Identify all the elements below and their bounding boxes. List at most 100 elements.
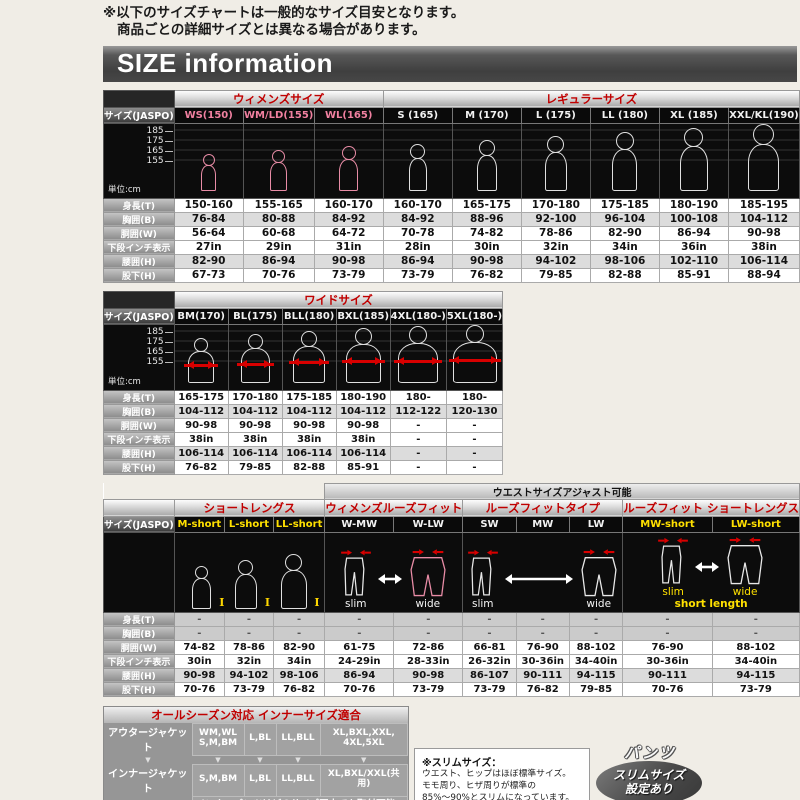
table-cell: - — [393, 611, 464, 627]
group-header: ウィメンズルーズフィット — [324, 498, 464, 517]
column-header: XL (185) — [658, 106, 729, 124]
table-cell: 70-76 — [173, 681, 225, 697]
table-cell: 165-175 — [173, 389, 229, 405]
table-cell: 84-92 — [313, 211, 384, 227]
row-label: インナージャケット — [108, 769, 188, 796]
table-cell: 104-112 — [727, 211, 800, 227]
figure-cell: slim wide — [324, 531, 464, 613]
table-cell: 74-82 — [451, 225, 522, 241]
figure-cell — [382, 122, 453, 199]
figure-cell — [658, 122, 729, 199]
table-cell: 30in — [173, 653, 225, 669]
table-cell: 67-73 — [173, 267, 244, 283]
table-cell: - — [515, 625, 570, 641]
figure-head — [238, 559, 254, 575]
pants-icon — [581, 548, 617, 596]
figure-body — [289, 345, 330, 383]
arrow-row: ▼ ▼ ▼ ▼ ▼ — [104, 755, 408, 764]
figure-head — [301, 330, 318, 347]
table-cell: 185-195 — [727, 197, 800, 213]
figure-body — [408, 157, 427, 191]
wide-figure-icon — [448, 325, 502, 383]
table-cell: 90-98 — [727, 225, 800, 241]
size-table-womens-regular: ウィメンズサイズ レギュラーサイズ サイズ(JASPO) WS(150) WM/LD(… — [103, 89, 800, 283]
table-cell: 98-106 — [589, 253, 660, 269]
table-cell: - — [223, 625, 274, 641]
badge-pants-label: パンツ — [624, 743, 676, 762]
womens-figure-icon — [196, 153, 221, 191]
inseam-mark-icon: I — [264, 595, 270, 609]
table-cell: 38in — [173, 431, 229, 447]
table-cell: 32in — [520, 239, 591, 255]
chest-width-arrow-icon — [236, 359, 274, 368]
table-cell: 72-86 — [393, 639, 464, 655]
table-cell: 102-110 — [658, 253, 729, 269]
table-cell: 106-114 — [727, 253, 800, 269]
badge-line-1: スリムサイズ — [613, 767, 685, 782]
pants-icon — [467, 549, 498, 596]
corner-label: サイズ(JASPO) — [103, 307, 175, 325]
corner-figure-cell — [103, 531, 175, 613]
figure-head — [478, 139, 495, 156]
scale-tick-label: 155 — [104, 156, 173, 166]
table-cell: 30-36in — [515, 653, 570, 669]
table-row: 胸囲(B) ---------- — [103, 625, 800, 641]
chest-width-arrow-icon — [184, 361, 219, 370]
figure-cell: slim wide — [462, 531, 624, 613]
table-row: 身長(T) 165-175 170-180 175-185 180-190 180- 18… — [103, 389, 504, 405]
group-header: ウィメンズサイズ — [173, 89, 384, 108]
table-row: 腰囲(H) 106-114 106-114 106-114 106-114- - — [103, 445, 504, 461]
table-row: 下段インチ表示 27in 29in 31in 28in 30in 32in 34in 36in… — [103, 239, 800, 255]
pants-icon — [727, 536, 763, 584]
table-cell: 76-82 — [272, 681, 326, 697]
table-cell: 175-185 — [589, 197, 660, 213]
table-cell: 64-72 — [313, 225, 384, 241]
scale-tick-label: 185 — [104, 327, 173, 337]
down-arrow-icon: ▼ — [145, 755, 151, 764]
figure-cell: slim wide short length — [622, 531, 800, 613]
group-header: ショートレングス — [173, 498, 326, 517]
column-header: BLL(180) — [281, 307, 337, 325]
column-header: BM(170) — [173, 307, 229, 325]
pants-icon — [658, 537, 688, 584]
table-cell: 73-79 — [223, 681, 274, 697]
table-cell: 34-40in — [568, 653, 624, 669]
corner-label: サイズ(JASPO) — [103, 106, 175, 124]
table-row: 胴囲(W) 90-98 90-98 90-98 90-98- - — [103, 417, 504, 433]
figure-head — [285, 553, 302, 571]
table-row: パンツ インナーパンツはどのサイズ同士でも取付可能 ※オールシーズン対応インナー… — [104, 795, 408, 800]
scale-tick-label: 155 — [104, 357, 173, 367]
table-cell: 90-98 — [451, 253, 522, 269]
wide-label: wide — [415, 597, 441, 610]
table-cell: 90-98 — [313, 253, 384, 269]
table-cell: 155-165 — [242, 197, 315, 213]
table-cell: 94-102 — [520, 253, 591, 269]
figure-body — [201, 164, 217, 191]
table-cell: 90-98 — [281, 417, 337, 433]
row-label: 身長(T) — [103, 197, 175, 213]
table-row: 身長(T) ---------- — [103, 611, 800, 627]
figure-body — [280, 569, 307, 609]
inseam-mark-icon: I — [219, 595, 225, 609]
slim-size-badge: パンツ スリムサイズ 設定あり — [596, 742, 704, 800]
figure-body — [192, 577, 212, 609]
column-header: LW-short — [711, 515, 800, 533]
table-cell: 180- — [389, 389, 447, 405]
row-label: 下段インチ表示 — [103, 431, 175, 447]
table-row: 胸囲(B) 104-112 104-112 104-112 104-112 112-12… — [103, 403, 504, 419]
table-cell: 160-170 — [313, 197, 384, 213]
chest-width-arrow-icon — [394, 356, 443, 365]
figure-cell — [313, 122, 384, 199]
wide-label: wide — [586, 597, 612, 610]
table-cell: - — [173, 611, 225, 627]
table-cell: 79-85 — [568, 681, 624, 697]
disclaimer: ※以下のサイズチャートは一般的なサイズ目安となります。 商品ごとの詳細サイズとは… — [103, 5, 800, 39]
table-cell: 73-79 — [313, 267, 384, 283]
figure-body — [612, 148, 638, 191]
column-header: LL (180) — [589, 106, 660, 124]
table-cell: 80-88 — [242, 211, 315, 227]
table-cell: 76-82 — [451, 267, 522, 283]
table-cell: - — [515, 611, 570, 627]
table-cell: 76-82 — [515, 681, 570, 697]
row-label: 身長(T) — [103, 389, 175, 405]
